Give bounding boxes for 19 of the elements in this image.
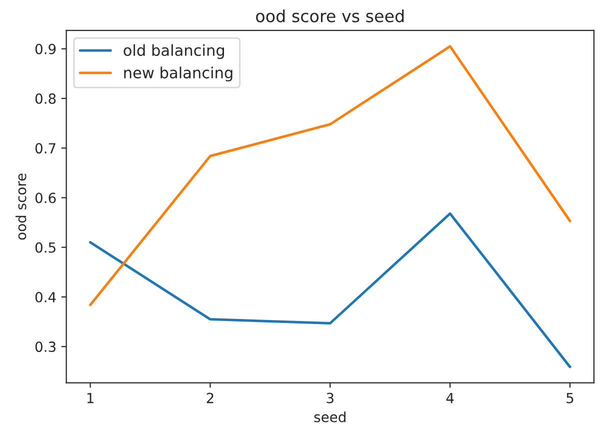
y-tick-label: 0.7 (35, 143, 56, 154)
x-tick-label: 2 (206, 392, 214, 404)
x-axis-title: seed (314, 412, 346, 422)
y-tick-label: 0.8 (35, 93, 56, 104)
legend-label: new balancing (124, 66, 232, 82)
y-tick-label: 0.5 (35, 242, 56, 253)
y-tick-label: 0.6 (35, 192, 56, 204)
line-series (89, 45, 572, 306)
x-tick-label: 4 (446, 392, 454, 404)
x-tick-label: 3 (326, 392, 334, 404)
x-tick-label: 5 (566, 392, 574, 404)
chart-title: ood score vs seed (256, 9, 404, 22)
line-series (89, 212, 572, 368)
y-tick-label: 0.3 (35, 342, 56, 352)
x-tick-label: 1 (87, 392, 94, 404)
y-tick-label: 0.9 (35, 44, 56, 54)
y-tick-label: 0.4 (35, 292, 56, 302)
y-axis-title: ood score (16, 174, 26, 240)
legend-label: old balancing (124, 44, 224, 59)
